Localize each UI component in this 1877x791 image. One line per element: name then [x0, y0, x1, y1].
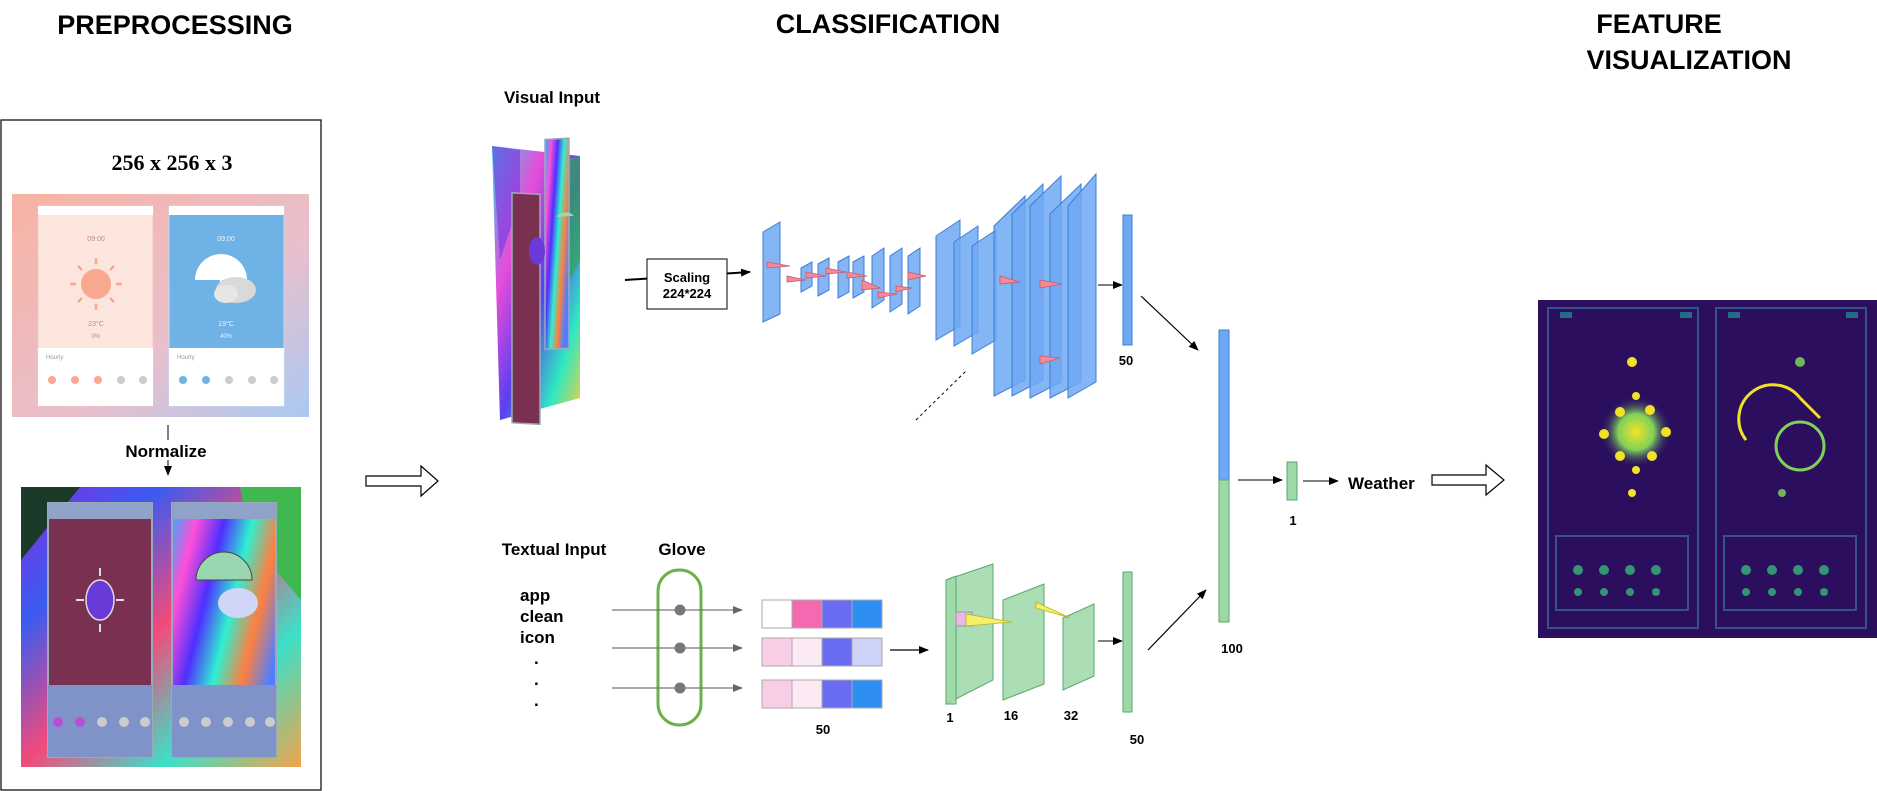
preprocessing-header: PREPROCESSING [57, 10, 293, 40]
right-temp: 19°C [218, 320, 234, 328]
final-size: 1 [1289, 513, 1296, 528]
right-pct: 40% [220, 334, 233, 340]
text-conv-stack [945, 563, 1095, 705]
word-icon: icon [520, 628, 555, 647]
visual-input-label: Visual Input [504, 88, 600, 107]
left-hourly: Hourly [46, 355, 63, 361]
visual-input-image [492, 137, 580, 426]
text-to-concat-arrow [1147, 589, 1207, 651]
concat-size: 100 [1221, 641, 1243, 656]
visual-output-size: 50 [1119, 353, 1133, 368]
normalize-label: Normalize [125, 442, 206, 461]
stage-arrow-2 [1431, 463, 1505, 497]
normalized-screenshot [21, 487, 301, 767]
textual-input-label: Textual Input [502, 540, 607, 559]
scaling-line2: 224*224 [663, 286, 712, 301]
input-size-label: 256 x 256 x 3 [112, 150, 233, 175]
cnn-stack [762, 172, 1097, 421]
right-time: 09:00 [217, 236, 235, 243]
scaling-line1: Scaling [664, 270, 710, 285]
classification-header: CLASSIFICATION [776, 9, 1001, 39]
umbrella-cloud-icon [195, 254, 256, 303]
embedding-matrix [761, 599, 883, 709]
text-output-size: 50 [1130, 732, 1144, 747]
left-time: 09:00 [87, 236, 105, 243]
stage-arrow-1 [365, 464, 439, 498]
normalized-cloud-icon [218, 588, 258, 618]
feature-heatmap [1538, 300, 1877, 638]
normalized-sun-icon [85, 579, 115, 621]
sun-icon [70, 258, 122, 310]
visual-fc-layer [1122, 214, 1133, 346]
conv-filters-32: 32 [1064, 708, 1078, 723]
preprocessing-panel: 256 x 256 x 3 09:00 23°C 0% Hourly [0, 119, 322, 791]
concat-layer [1218, 329, 1230, 623]
normalized-umbrella-icon [195, 551, 253, 581]
original-screenshot: 09:00 23°C 0% Hourly 09:00 [12, 194, 309, 417]
word-clean: clean [520, 607, 563, 626]
word-ellipsis-3: . [534, 691, 539, 710]
conv-filters-16: 16 [1004, 708, 1018, 723]
word-ellipsis-2: . [534, 670, 539, 689]
left-pct: 0% [92, 334, 101, 340]
left-temp: 23°C [88, 320, 104, 328]
visual-to-concat-arrow [1140, 295, 1199, 351]
conv-filters-1: 1 [946, 710, 953, 725]
right-hourly: Hourly [177, 355, 194, 361]
scaling-box [646, 258, 728, 310]
glove-label: Glove [658, 540, 705, 559]
text-fc-layer [1122, 571, 1133, 713]
output-label: Weather [1348, 474, 1415, 493]
text-conv-kernels [955, 601, 1071, 627]
embedding-size: 50 [816, 722, 830, 737]
feature-header-line2: VISUALIZATION [1587, 45, 1792, 75]
word-app: app [520, 586, 550, 605]
input-words: app clean icon . . . [520, 586, 563, 710]
final-layer [1286, 461, 1298, 501]
word-ellipsis-1: . [534, 649, 539, 668]
feature-header-line1: FEATURE [1596, 9, 1722, 39]
